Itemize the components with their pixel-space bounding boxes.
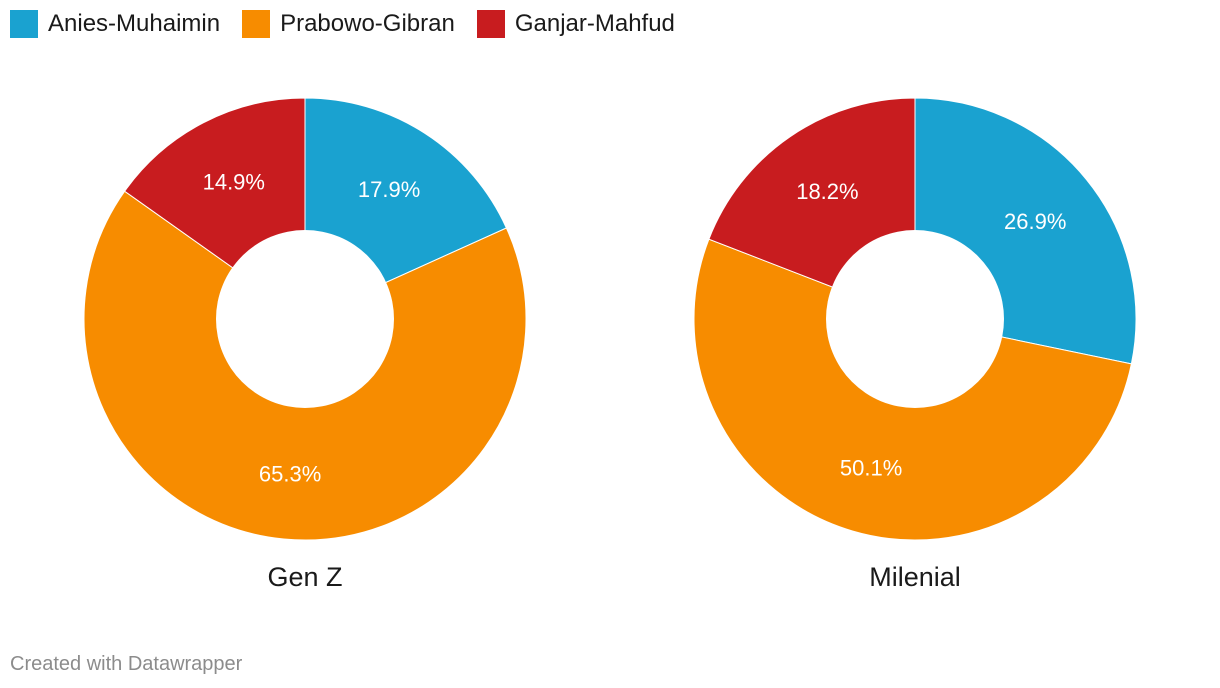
legend-label-ganjar-mahfud: Ganjar-Mahfud <box>514 10 675 37</box>
slice-label-gen-z-ganjar-mahfud: 14.9% <box>203 169 265 194</box>
legend-label-anies-muhaimin: Anies-Muhaimin <box>48 10 221 37</box>
chart-legend: Anies-Muhaimin Prabowo-Gibran Ganjar-Mah… <box>10 8 675 40</box>
slice-label-gen-z-anies-muhaimin: 17.9% <box>358 177 420 202</box>
donut-hole-milenial <box>826 230 1004 408</box>
donut-gen-z: 17.9% 65.3% 14.9% Gen Z <box>83 97 527 592</box>
donut-title-milenial: Milenial <box>869 562 961 592</box>
donut-hole-gen-z <box>216 230 394 408</box>
slice-label-milenial-prabowo-gibran: 50.1% <box>840 456 902 481</box>
legend-swatch-anies-muhaimin <box>10 10 38 38</box>
footer-credit: Created with Datawrapper <box>10 653 243 675</box>
legend-item-ganjar-mahfud: Ganjar-Mahfud <box>476 10 675 38</box>
legend-label-prabowo-gibran: Prabowo-Gibran <box>280 10 455 37</box>
legend-swatch-prabowo-gibran <box>242 10 271 38</box>
legend-item-anies-muhaimin: Anies-Muhaimin <box>10 10 220 38</box>
legend-item-prabowo-gibran: Prabowo-Gibran <box>242 10 455 38</box>
donut-title-gen-z: Gen Z <box>267 562 342 592</box>
donut-milenial: 26.9% 50.1% 18.2% Milenial <box>693 97 1137 592</box>
slice-label-gen-z-prabowo-gibran: 65.3% <box>259 461 321 486</box>
legend-swatch-ganjar-mahfud <box>476 10 505 38</box>
slice-label-milenial-ganjar-mahfud: 18.2% <box>796 179 858 204</box>
slice-label-milenial-anies-muhaimin: 26.9% <box>1004 209 1066 234</box>
